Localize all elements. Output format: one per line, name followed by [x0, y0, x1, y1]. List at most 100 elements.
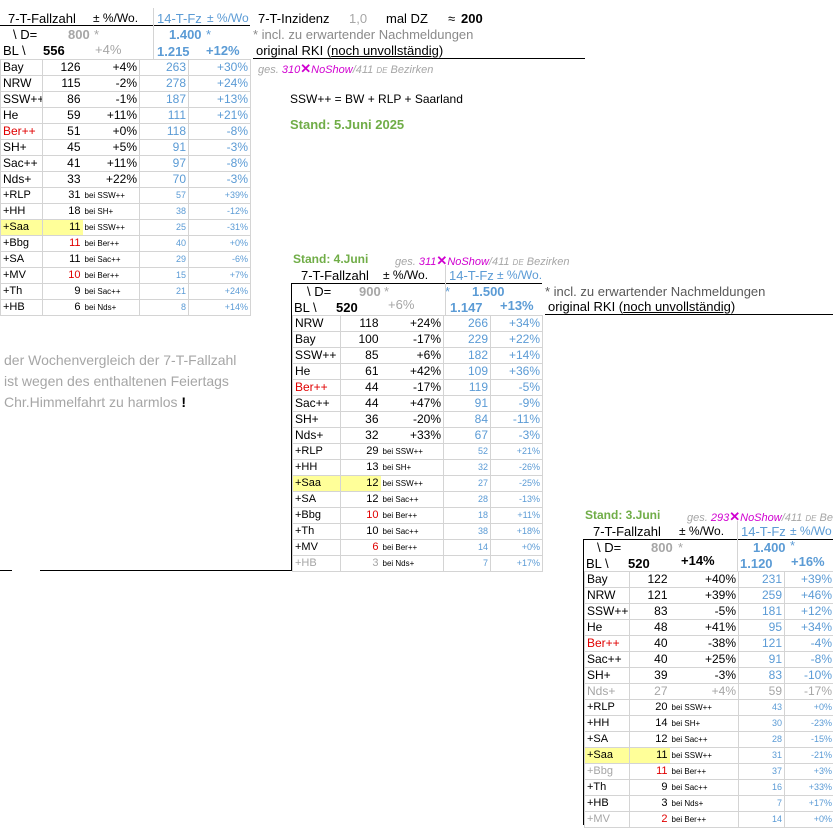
cell-v14: 118 — [140, 124, 189, 140]
cell-v14: 52 — [444, 444, 491, 460]
cell-bei: bei SH+ — [670, 716, 739, 732]
cell-v: 40 — [630, 652, 670, 668]
cell-name: Bay — [585, 572, 630, 588]
cell-v: 29 — [341, 444, 381, 460]
cell-bei: bei Ber++ — [381, 508, 444, 524]
cell-v: 14 — [630, 716, 670, 732]
cell-bei: bei Sac++ — [381, 492, 444, 508]
cell-v: 100 — [341, 332, 381, 348]
cell-v: 59 — [43, 108, 83, 124]
cell-v: 118 — [341, 316, 381, 332]
cell-bei: bei SSW++ — [83, 220, 140, 236]
cell-p14: -12% — [189, 204, 251, 220]
approx-sign: ≈ — [448, 11, 455, 26]
cell-v14: 7 — [739, 796, 785, 812]
cell-name: SSW++ — [293, 348, 341, 364]
cell-p: -38% — [670, 636, 739, 652]
cell-v14: 67 — [444, 428, 491, 444]
table-row: Sac++40+25%91-8% — [585, 652, 833, 668]
cell-p: +11% — [83, 156, 140, 172]
stand-3-juni: Stand: 3.Juni — [585, 508, 660, 522]
cell-v14: 14 — [739, 812, 785, 828]
cell-bei: bei SH+ — [381, 460, 444, 476]
cell-name: Sac++ — [293, 396, 341, 412]
cell-name: +Bbg — [1, 236, 43, 252]
cell-v: 3 — [341, 556, 381, 572]
cell-name: +HH — [585, 716, 630, 732]
cell-v: 6 — [43, 300, 83, 316]
approx-value: 200 — [461, 11, 483, 26]
cell-name: Ber++ — [585, 636, 630, 652]
table-row: SSW++83-5%181+12% — [585, 604, 833, 620]
cell-v14: 263 — [140, 60, 189, 76]
cell-p: +4% — [83, 60, 140, 76]
cell-bei: bei SH+ — [83, 204, 140, 220]
cell-bei: bei Ber++ — [670, 764, 739, 780]
cell-v14: 7 — [444, 556, 491, 572]
cell-v14: 21 — [140, 284, 189, 300]
cell-v14: 97 — [140, 156, 189, 172]
cell-name: +HB — [1, 300, 43, 316]
cell-v: 20 — [630, 700, 670, 716]
cell-bei: bei Ber++ — [83, 236, 140, 252]
cell-p14: -6% — [189, 252, 251, 268]
noshow-x-icon: ✕ — [729, 509, 740, 524]
note-original-rki-2: original RKI (noch unvollständig) — [548, 299, 735, 314]
cell-name: Sac++ — [1, 156, 43, 172]
cell-p14: -5% — [491, 380, 543, 396]
cell-v14: 31 — [739, 748, 785, 764]
cell-v14: 266 — [444, 316, 491, 332]
cell-p14: +11% — [491, 508, 543, 524]
cell-name: +Saa — [293, 476, 341, 492]
cell-p14: +30% — [189, 60, 251, 76]
cell-v14: 91 — [140, 140, 189, 156]
cell-v: 41 — [43, 156, 83, 172]
stand-date: Stand: 5.Juni 2025 — [290, 117, 404, 132]
cell-v14: 121 — [739, 636, 785, 652]
cell-p14: +34% — [785, 620, 833, 636]
cell-v: 85 — [341, 348, 381, 364]
table-row: Ber++51+0%118-8% — [1, 124, 251, 140]
cell-v: 33 — [43, 172, 83, 188]
source-line-2: ges. 311✕NoShow/411 DE Bezirken — [395, 253, 570, 269]
table2-summary: \ D= 900 * 1.500 * BL \ 520 +6% 1.147 +1… — [291, 284, 542, 316]
cell-v14: 14 — [444, 540, 491, 556]
cell-p14: +14% — [189, 300, 251, 316]
cell-p14: -3% — [491, 428, 543, 444]
cell-name: +Saa — [585, 748, 630, 764]
formula-text: SSW++ = BW + RLP + Saarland — [290, 92, 463, 106]
cell-p14: -21% — [785, 748, 833, 764]
cell-name: +RLP — [1, 188, 43, 204]
cell-name: +HH — [293, 460, 341, 476]
cell-name: +Th — [585, 780, 630, 796]
table-row: Ber++44-17%119-5% — [293, 380, 543, 396]
cell-v14: 57 — [140, 188, 189, 204]
cell-p: -2% — [83, 76, 140, 92]
cell-p: -5% — [670, 604, 739, 620]
cell-p: -3% — [670, 668, 739, 684]
cell-v14: 111 — [140, 108, 189, 124]
cell-v: 2 — [630, 812, 670, 828]
cell-p14: +24% — [189, 284, 251, 300]
cell-p14: +3% — [785, 764, 833, 780]
cell-v14: 229 — [444, 332, 491, 348]
cell-p14: +0% — [785, 700, 833, 716]
cell-v: 61 — [341, 364, 381, 380]
inzidenz-value: 1,0 — [349, 11, 367, 26]
cell-v: 12 — [341, 476, 381, 492]
cell-name: +Bbg — [585, 764, 630, 780]
cell-v: 32 — [341, 428, 381, 444]
cell-name: +HB — [585, 796, 630, 812]
cell-bei: bei Sac++ — [83, 284, 140, 300]
cell-p: +40% — [670, 572, 739, 588]
cell-v14: 43 — [739, 700, 785, 716]
